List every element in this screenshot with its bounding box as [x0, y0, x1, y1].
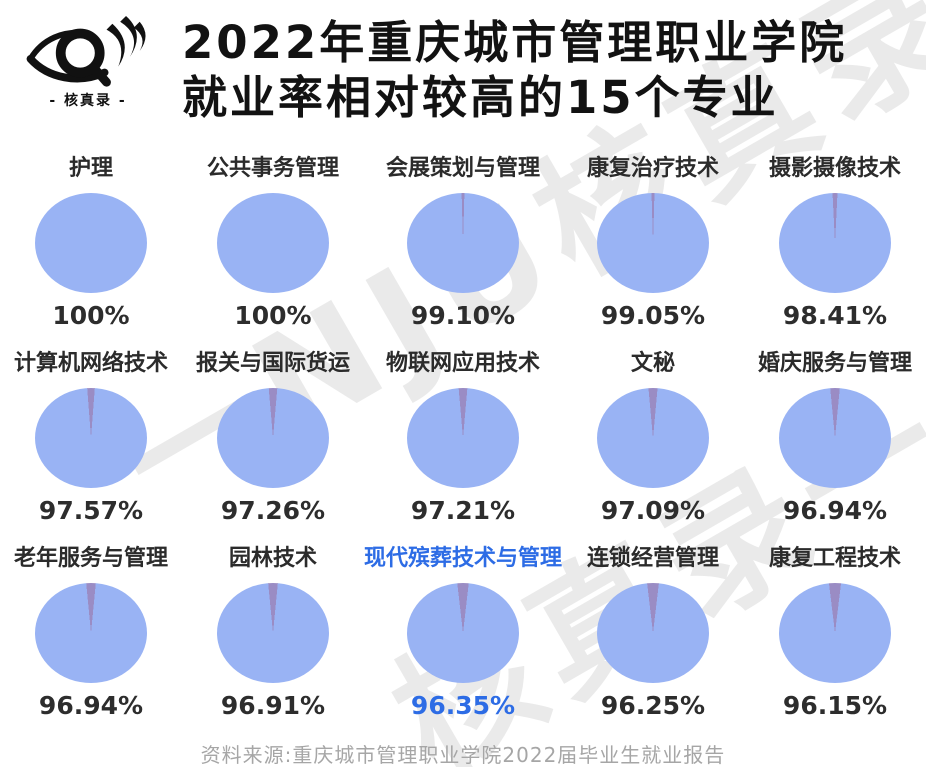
major-label: 计算机网络技术: [13, 351, 168, 376]
major-label: 摄影摄像技术: [768, 156, 901, 181]
major-label: 康复治疗技术: [586, 156, 719, 181]
pie-cell: 老年服务与管理 96.94%: [0, 538, 182, 733]
pie-cell: 报关与国际货运 97.26%: [182, 343, 364, 538]
pie-chart: [34, 388, 147, 488]
employment-rate-value: 100%: [234, 301, 312, 330]
pie-cell: 康复工程技术 96.15%: [744, 538, 926, 733]
pie-chart: [597, 193, 709, 293]
major-label: 现代殡葬技术与管理: [363, 546, 562, 571]
pie-cell: 计算机网络技术 97.57%: [0, 343, 182, 538]
employment-rate-value: 99.05%: [600, 301, 706, 330]
major-label: 婚庆服务与管理: [757, 351, 912, 376]
pie-cell: 文秘 97.09%: [562, 343, 744, 538]
pie-cell: 康复治疗技术 99.05%: [562, 148, 744, 343]
pie-chart: [406, 583, 519, 683]
hezhenlu-logo: - 核真录 -: [24, 14, 152, 110]
pie-chart: [779, 193, 891, 293]
major-label: 会展策划与管理: [385, 156, 540, 181]
pie-cell: 婚庆服务与管理 96.94%: [744, 343, 926, 538]
major-label: 连锁经营管理: [586, 546, 719, 571]
employment-rate-value: 97.09%: [600, 496, 706, 525]
pie-chart: [216, 388, 329, 488]
pie-chart: [779, 388, 891, 488]
pie-cell: 摄影摄像技术 98.41%: [744, 148, 926, 343]
major-label: 康复工程技术: [768, 546, 901, 571]
employment-rate-value: 96.15%: [782, 691, 888, 720]
major-label: 报关与国际货运: [195, 351, 350, 376]
major-label: 物联网应用技术: [385, 351, 540, 376]
pie-cell: 护理 100%: [0, 148, 182, 343]
employment-rate-value: 96.94%: [38, 691, 144, 720]
pie-cell: 园林技术 96.91%: [182, 538, 364, 733]
pie-cell: 连锁经营管理 96.25%: [562, 538, 744, 733]
employment-rate-value: 96.91%: [220, 691, 326, 720]
major-label: 文秘: [630, 351, 675, 376]
pie-cell: 会展策划与管理 99.10%: [364, 148, 562, 343]
employment-rate-value: 96.35%: [410, 691, 516, 720]
pie-chart: [597, 388, 709, 488]
pie-chart: [216, 583, 329, 683]
pie-chart: [406, 388, 519, 488]
pie-cell: 现代殡葬技术与管理 96.35%: [364, 538, 562, 733]
employment-rate-value: 98.41%: [782, 301, 888, 330]
employment-rate-value: 97.21%: [410, 496, 516, 525]
pie-chart: [779, 583, 891, 683]
employment-rate-value: 99.10%: [410, 301, 516, 330]
title-block: 2022年重庆城市管理职业学院 就业率相对较高的15个专业: [182, 14, 847, 126]
employment-rate-value: 97.26%: [220, 496, 326, 525]
employment-rate-value: 100%: [52, 301, 130, 330]
major-label: 公共事务管理: [206, 156, 339, 181]
employment-rate-value: 96.25%: [600, 691, 706, 720]
poster-title-line-2: 就业率相对较高的15个专业: [182, 70, 779, 124]
pie-cell: 物联网应用技术 97.21%: [364, 343, 562, 538]
pie-grid: 护理 100% 公共事务管理 100% 会展策划与管理 99.10% 康复治疗技术 99.05…: [0, 148, 926, 733]
employment-rate-value: 96.94%: [782, 496, 888, 525]
pie-cell: 公共事务管理 100%: [182, 148, 364, 343]
pie-chart: [216, 193, 329, 293]
logo-caption: - 核真录 -: [49, 93, 127, 109]
header: - 核真录 - 2022年重庆城市管理职业学院 就业率相对较高的15个专业: [0, 0, 926, 140]
employment-rate-value: 97.57%: [38, 496, 144, 525]
major-label: 园林技术: [228, 546, 317, 571]
major-label: 老年服务与管理: [13, 546, 168, 571]
data-source-note: 资料来源:重庆城市管理职业学院2022届毕业生就业报告: [200, 743, 726, 767]
pie-chart: [406, 193, 519, 293]
pie-chart: [34, 193, 147, 293]
pie-chart: [597, 583, 709, 683]
pie-chart: [34, 583, 147, 683]
poster-title-line-1: 2022年重庆城市管理职业学院: [182, 16, 848, 69]
major-label: 护理: [68, 156, 113, 181]
eye-magnifier-logo-icon: [26, 15, 146, 87]
